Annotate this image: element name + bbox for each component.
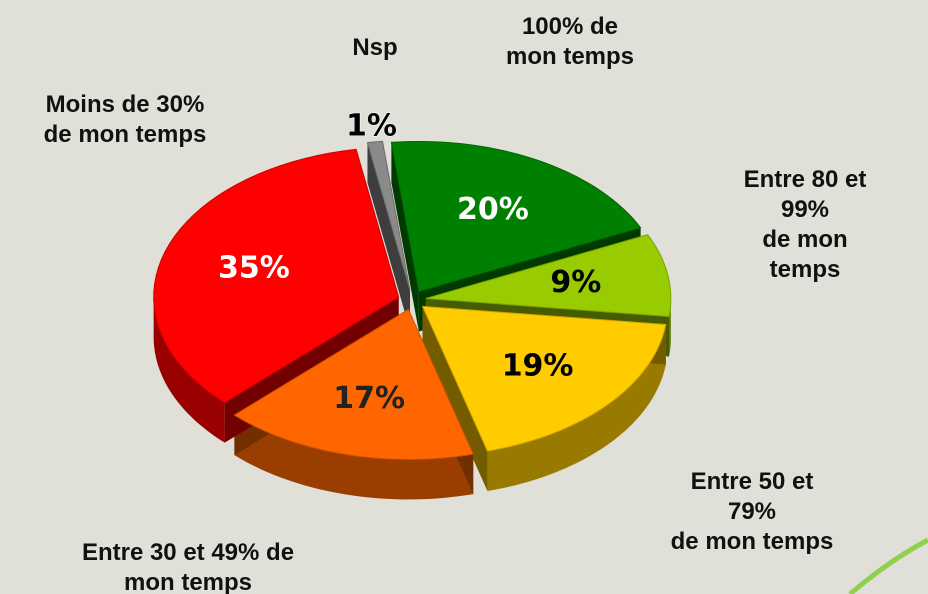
slice-edge [391, 142, 419, 332]
slice-side [669, 298, 671, 357]
value-label: 17% [333, 381, 405, 416]
slice-side [153, 297, 225, 443]
category-label: Moins de 30% de mon temps [43, 91, 207, 148]
value-label: 35% [218, 250, 290, 285]
slice [366, 140, 411, 291]
slice-edge [422, 306, 488, 492]
slice [233, 308, 474, 460]
decoration-curve [848, 537, 928, 594]
value-label: 20% [457, 192, 529, 227]
value-label: 19% [502, 349, 574, 384]
category-label: Nsp [352, 34, 398, 61]
category-label: Entre 30 et 49% de mon temps [81, 539, 295, 594]
category-label: Entre 50 et 79% de mon temps [670, 468, 834, 555]
category-label: Entre 80 et 99% de mon temps [743, 166, 867, 283]
value-label: 9% [550, 265, 601, 300]
slice [421, 305, 667, 452]
value-label: 1% [346, 108, 397, 143]
slice-edge [367, 142, 410, 331]
category-label: 100% de mon temps [505, 13, 635, 70]
slice-side [487, 324, 666, 492]
slice-side [234, 415, 474, 500]
slice [153, 148, 400, 404]
slice [425, 234, 672, 318]
slice [390, 140, 642, 293]
